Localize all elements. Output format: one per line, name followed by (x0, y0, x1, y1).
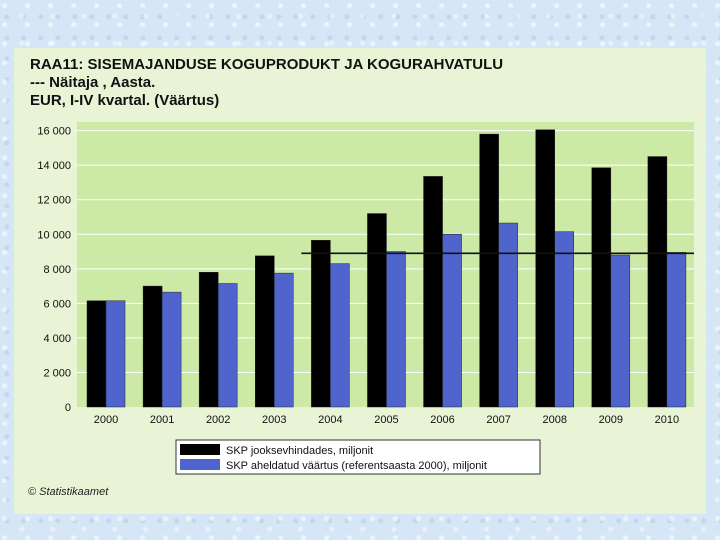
chart-title: RAA11: SISEMAJANDUSE KOGUPRODUKT JA KOGU… (30, 56, 503, 110)
x-tick-label: 2003 (262, 414, 286, 426)
bar-chained-value (666, 252, 687, 408)
x-tick-label: 2008 (542, 414, 566, 426)
bar-chained-value (610, 254, 631, 408)
x-tick-label: 2007 (486, 414, 510, 426)
y-tick-label: 16 000 (37, 126, 71, 138)
x-tick-label: 2005 (374, 414, 398, 426)
x-tick-label: 2009 (599, 414, 623, 426)
bar-chart: 0 2 000 4 000 6 000 8 000 10 000 12 000 14 000 1… (37, 122, 694, 475)
y-tick-label: 2 000 (43, 367, 71, 379)
bar-current-prices (591, 167, 612, 408)
bar-chained-value (330, 263, 350, 408)
chart-title-line: RAA11: SISEMAJANDUSE KOGUPRODUKT JA KOGU… (30, 56, 504, 73)
y-tick-label: 6 000 (43, 298, 71, 310)
bar-chained-value (386, 251, 406, 408)
x-tick-label: 2002 (206, 414, 230, 426)
bar-current-prices (255, 255, 275, 408)
bar-current-prices (479, 133, 499, 408)
legend-swatch (180, 459, 220, 470)
bar-current-prices (86, 300, 107, 408)
y-tick-label: 0 (65, 402, 71, 414)
legend-label: SKP aheldatud väärtus (referentsaasta 20… (226, 460, 487, 472)
y-tick-label: 14 000 (37, 160, 71, 172)
y-tick-label: 12 000 (37, 195, 71, 207)
bar-current-prices (423, 176, 443, 408)
chart-panel: RAA11: SISEMAJANDUSE KOGUPRODUKT JA KOGU… (14, 48, 706, 514)
bar-current-prices (647, 156, 668, 408)
chart-title-line: --- Näitaja , Aasta. (30, 74, 156, 91)
x-tick-label: 2000 (94, 414, 118, 426)
legend-swatch (180, 444, 220, 455)
y-tick-label: 4 000 (43, 333, 71, 345)
chart-title-line: EUR, I-IV kvartal. (Väärtus) (30, 92, 220, 109)
y-tick-label: 10 000 (37, 229, 71, 241)
legend-label: SKP jooksevhindades, miljonit (226, 445, 373, 457)
bar-chained-value (274, 272, 294, 408)
x-tick-label: 2006 (430, 414, 454, 426)
x-tick-label: 2001 (150, 414, 174, 426)
bar-chained-value (554, 231, 574, 408)
bar-current-prices (311, 240, 331, 408)
copyright-text: © Statistikaamet (28, 486, 109, 498)
x-tick-label: 2004 (318, 414, 342, 426)
bar-chained-value (105, 300, 126, 408)
bar-chained-value (498, 222, 518, 408)
y-tick-label: 8 000 (43, 264, 71, 276)
bar-current-prices (535, 129, 555, 408)
bar-chained-value (217, 283, 238, 408)
bar-current-prices (142, 285, 163, 408)
bar-current-prices (198, 272, 219, 408)
x-tick-label: 2010 (655, 414, 679, 426)
bar-current-prices (367, 213, 387, 408)
legend-box (175, 439, 541, 475)
bar-chained-value (161, 291, 182, 408)
bar-chained-value (442, 234, 462, 408)
